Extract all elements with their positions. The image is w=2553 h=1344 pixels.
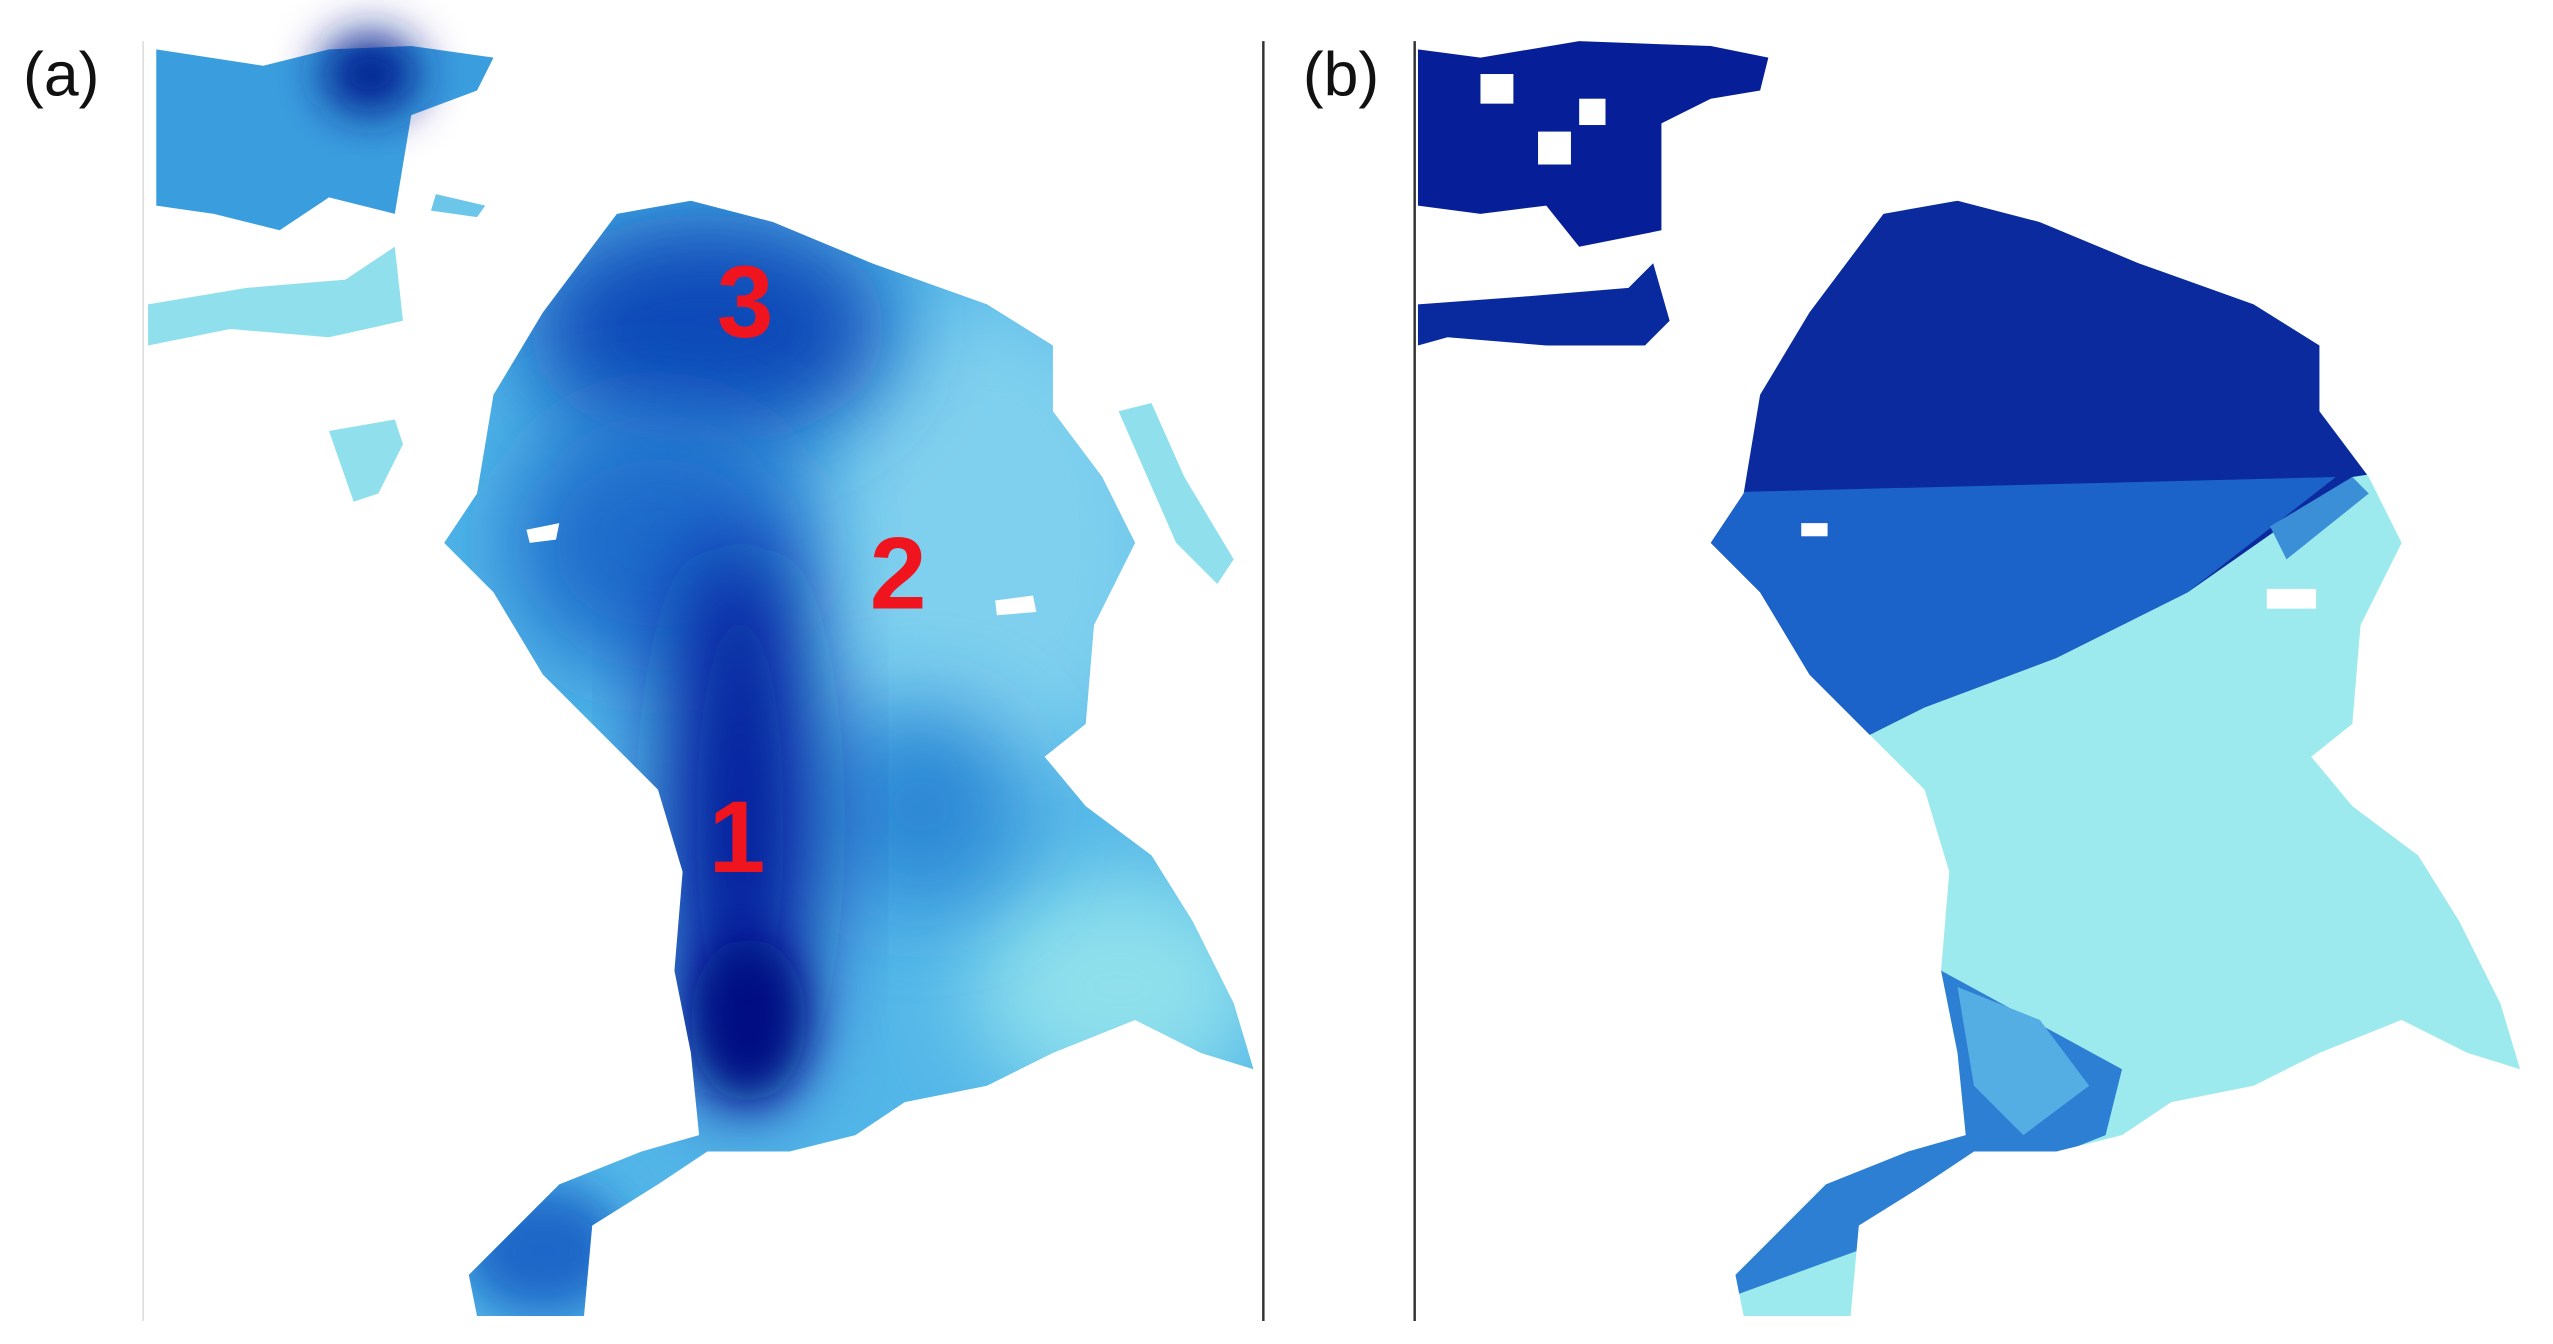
- lake-b: [1710, 200, 2521, 1317]
- annotation: 3: [717, 245, 774, 359]
- islands-b: [1417, 41, 1769, 346]
- panel-label: (a): [23, 39, 99, 109]
- islands-a: [148, 32, 1234, 584]
- panel-label: (b): [1303, 39, 1379, 109]
- annotation: 2: [870, 517, 927, 631]
- annotation: 1: [709, 780, 766, 894]
- lake-a: [444, 200, 1254, 1317]
